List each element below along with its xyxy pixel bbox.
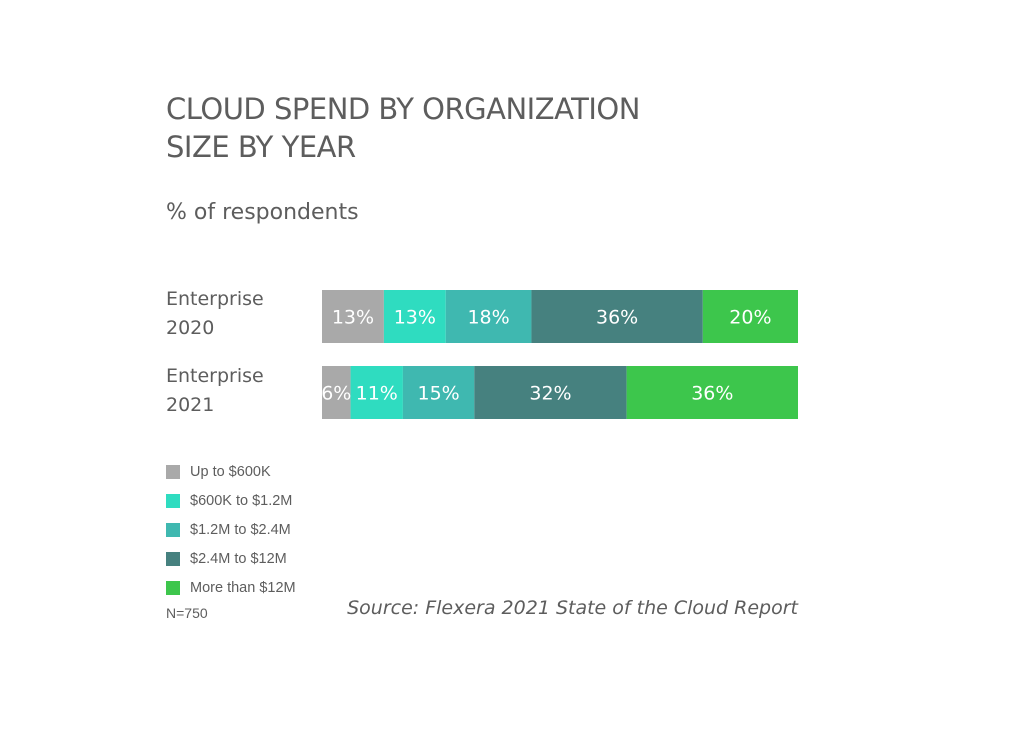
bar-segment-row1-series0 [322, 366, 351, 419]
data-label-row0-series4: 20% [729, 307, 771, 329]
bar-segment-row0-series0 [322, 290, 384, 343]
legend-label: Up to $600K [190, 463, 271, 480]
data-label-row0-series3: 36% [596, 307, 638, 329]
legend-label: $600K to $1.2M [190, 492, 293, 509]
legend-item-more-than-12m: More than $12M [166, 573, 296, 602]
legend-item-2-4m-to-12m: $2.4M to $12M [166, 544, 296, 573]
data-label-row0-series1: 13% [394, 307, 436, 329]
bar-segment-row0-series2 [445, 290, 532, 343]
row-label-line-2: 2021 [166, 394, 215, 416]
legend-swatch [166, 580, 180, 595]
legend-swatch [166, 493, 180, 508]
data-label-row1-series2: 15% [418, 383, 460, 405]
data-label-row1-series4: 36% [691, 383, 733, 405]
row-label-enterprise-2021: Enterprise 2021 [166, 362, 306, 420]
bar-segment-row1-series1 [350, 366, 403, 419]
row-label-enterprise-2020: Enterprise 2020 [166, 285, 306, 343]
row-label-line-1: Enterprise [166, 365, 264, 387]
data-label-row1-series0: 6% [321, 383, 351, 405]
legend-swatch [166, 551, 180, 566]
chart-legend: Up to $600K $600K to $1.2M $1.2M to $2.4… [166, 457, 296, 602]
legend-item-1-2m-to-2-4m: $1.2M to $2.4M [166, 515, 296, 544]
legend-swatch [166, 464, 180, 479]
bar-segment-row0-series1 [383, 290, 446, 343]
legend-item-600k-to-1-2m: $600K to $1.2M [166, 486, 296, 515]
bar-segment-row1-series2 [402, 366, 475, 419]
legend-label: More than $12M [190, 579, 296, 596]
bar-segment-row1-series4 [626, 366, 798, 419]
chart-title-line-1: CLOUD SPEND BY ORGANIZATION [166, 92, 640, 126]
bar-segment-row1-series3 [474, 366, 627, 419]
row-label-line-1: Enterprise [166, 288, 264, 310]
bar-segment-row0-series4 [702, 290, 798, 343]
legend-swatch [166, 522, 180, 537]
data-label-row1-series1: 11% [356, 383, 398, 405]
data-label-row1-series3: 32% [529, 383, 571, 405]
bar-segment-row0-series3 [531, 290, 703, 343]
legend-label: $2.4M to $12M [190, 550, 287, 567]
chart-title: CLOUD SPEND BY ORGANIZATION SIZE BY YEAR [166, 90, 786, 166]
data-label-row0-series2: 18% [467, 307, 509, 329]
data-label-row0-series0: 13% [332, 307, 374, 329]
legend-label: $1.2M to $2.4M [190, 521, 291, 538]
chart-title-line-2: SIZE BY YEAR [166, 130, 356, 164]
row-label-line-2: 2020 [166, 317, 215, 339]
sample-size-note: N=750 [166, 605, 208, 621]
legend-item-up-to-600k: Up to $600K [166, 457, 296, 486]
chart-subtitle: % of respondents [166, 200, 359, 225]
source-note: Source: Flexera 2021 State of the Cloud … [347, 597, 798, 619]
